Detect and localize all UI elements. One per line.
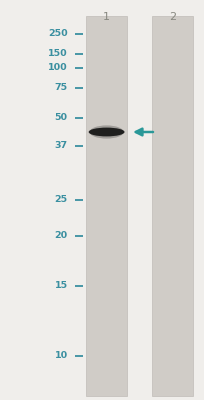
Text: 150: 150 — [48, 50, 67, 58]
Text: 37: 37 — [54, 142, 67, 150]
Text: 20: 20 — [54, 232, 67, 240]
Bar — [86, 16, 126, 396]
Text: 25: 25 — [54, 196, 67, 204]
Text: 100: 100 — [48, 64, 67, 72]
Ellipse shape — [89, 125, 123, 139]
Text: 75: 75 — [54, 84, 67, 92]
Text: 50: 50 — [54, 114, 67, 122]
Ellipse shape — [88, 128, 124, 136]
Text: 10: 10 — [54, 352, 67, 360]
Text: 250: 250 — [48, 30, 67, 38]
Text: 15: 15 — [54, 282, 67, 290]
Text: 1: 1 — [103, 12, 110, 22]
Bar — [151, 16, 192, 396]
Text: 2: 2 — [168, 12, 175, 22]
